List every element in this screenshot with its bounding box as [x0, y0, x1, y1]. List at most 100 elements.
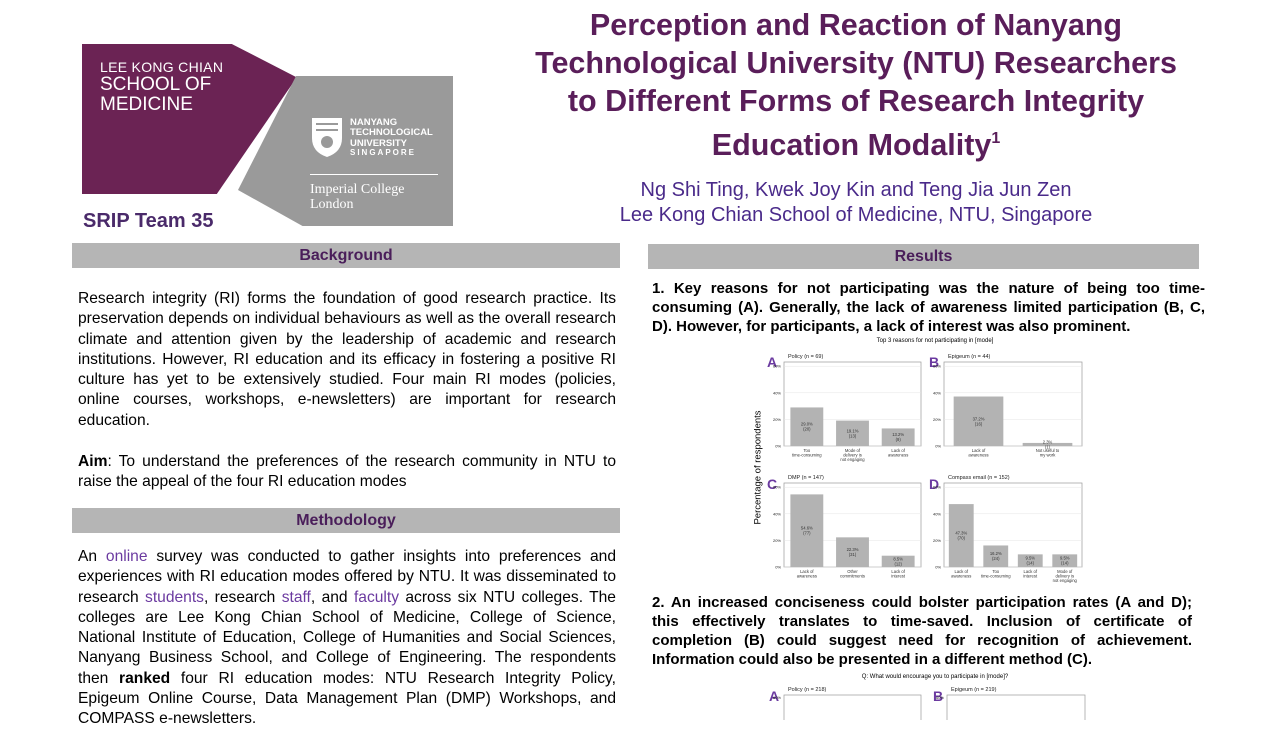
chart1-title: Top 3 reasons for not participating in [… [876, 338, 994, 344]
chart-x-tick: time-consuming [981, 574, 1011, 579]
chart-panel-title: Policy (n = 69) [788, 354, 823, 360]
chart-bar [881, 555, 915, 567]
chart-panel-title: Compass email (n = 152) [948, 475, 1010, 481]
chart-x-tick: delivery is [843, 453, 862, 458]
team-label: SRIP Team 35 [83, 210, 214, 232]
chart-panel-letter: A [767, 354, 777, 370]
meth-fragment: , research [203, 588, 282, 606]
title-line: to Different Forms of Research Integrity [567, 84, 1145, 118]
chart-y-tick: 0% [935, 565, 941, 570]
chart-y-tick: 60% [773, 485, 781, 490]
chart-y-tick: 40% [773, 390, 781, 395]
chart-x-tick: awareness [797, 574, 817, 579]
chart-data-label: 8.5% [893, 556, 903, 561]
logo-text-line: LEE KONG CHIAN [100, 59, 224, 75]
chart-x-tick: time-consuming [792, 453, 822, 458]
chart-bar [790, 494, 824, 567]
aim-body: : To understand the preferences of the r… [78, 453, 616, 491]
chart-data-label: (20) [803, 427, 811, 432]
chart-bar [948, 504, 974, 567]
chart-panel-letter: C [767, 476, 777, 492]
chart-y-tick: 20% [933, 417, 941, 422]
methodology-heading: Methodology [72, 508, 620, 533]
chart-data-label: 37.2% [973, 416, 985, 421]
chart-y-tick: 40% [933, 511, 941, 516]
meth-highlight-faculty: faculty [353, 588, 400, 606]
chart-x-tick: Mode of [1057, 569, 1073, 574]
chart-bar [790, 407, 824, 446]
chart-x-tick: delivery is [1055, 574, 1074, 579]
chart-panel-letter: D [929, 476, 939, 492]
results-heading: Results [648, 244, 1199, 269]
methodology-text: An online survey was conducted to gather… [78, 547, 616, 730]
chart-panel-letter: B [933, 688, 943, 704]
chart-data-label: (14) [1061, 561, 1069, 566]
chart-x-tick: Lack of [891, 448, 905, 453]
chart-data-label: 54.6% [801, 526, 813, 531]
background-text: Research integrity (RI) forms the founda… [78, 290, 616, 429]
chart-bar [1022, 442, 1073, 446]
chart-data-label: (14) [1027, 561, 1035, 566]
logo-text-line: UNIVERSITY [350, 137, 408, 149]
ntu-imperial-logo: NANYANG TECHNOLOGICAL UNIVERSITY SINGAPO… [238, 76, 453, 226]
meth-highlight-online: online [105, 548, 148, 565]
chart-data-label: (9) [896, 437, 902, 442]
chart-data-label: 9.5% [1025, 556, 1035, 561]
chart-panel-title: Epigeum (n = 219) [951, 687, 997, 693]
chart-x-tick: my work [1040, 453, 1056, 458]
chart-data-label: 47.3% [955, 531, 967, 536]
chart-y-tick: 0% [775, 444, 781, 449]
poster-title: Perception and Reaction of Nanyang Techn… [500, 6, 1212, 164]
chart-bar [836, 420, 869, 446]
meth-fragment: across six NTU colleges. The colleges ar… [78, 588, 616, 687]
logo-text-line: TECHNOLOGICAL [350, 127, 433, 139]
chart-data-label: 16.2% [990, 551, 1002, 556]
chart-x-tick: awareness [968, 453, 988, 458]
title-line: Perception and Reaction of Nanyang [589, 8, 1123, 42]
chart-y-tick: 20% [773, 417, 781, 422]
meth-highlight-students: students [145, 588, 204, 606]
meth-fragment: An [78, 548, 106, 565]
chart-y-tick: 0% [935, 444, 941, 449]
chart-x-tick: commitments [840, 574, 865, 579]
chart-y-tick: 40% [933, 390, 941, 395]
chart-x-tick: Mode of [845, 448, 861, 453]
chart-bar [983, 545, 1009, 567]
chart-bar [1017, 554, 1043, 567]
chart-x-tick: Lack of [800, 569, 814, 574]
title-line: Technological University (NTU) Researche… [535, 46, 1177, 80]
aim-text: Aim: To understand the preferences of th… [78, 452, 616, 493]
results-finding-1: 1. Key reasons for not participating was… [652, 280, 1205, 335]
title-line: Education Modality1 [500, 120, 1212, 164]
chart-x-tick: Too [992, 569, 999, 574]
chart-x-tick: Lack of [891, 569, 905, 574]
meth-highlight-ranked: ranked [119, 669, 171, 687]
chart-x-tick: Lack of [1023, 569, 1037, 574]
chart-data-label: (70) [958, 536, 966, 541]
chart-bar [836, 537, 869, 567]
title-superscript: 1 [991, 130, 1001, 147]
chart-x-tick: not engaging [840, 457, 865, 462]
chart-y-tick: 60% [933, 364, 941, 369]
chart-x-tick: Not useful to [1036, 448, 1060, 453]
chart-y-tick: 60% [933, 485, 941, 490]
chart-data-label: (13) [849, 433, 857, 438]
background-heading: Background [72, 243, 620, 268]
chart-y-tick: 20% [773, 538, 781, 543]
logo-text-line: SINGAPORE [350, 147, 417, 157]
chart-data-label: (24) [992, 556, 1000, 561]
logo-text-line: London [310, 197, 354, 213]
authors-block: Ng Shi Ting, Kwek Joy Kin and Teng Jia J… [560, 178, 1152, 228]
chart-y-tick: 60% [773, 695, 781, 700]
chart-bar [881, 428, 915, 446]
logo-text-line: MEDICINE [100, 93, 193, 115]
chart-data-label: 2.3% [1043, 439, 1053, 444]
title-line-text: Education Modality [711, 128, 992, 162]
chart-panel-letter: A [769, 688, 779, 704]
chart2-title: Q: What would encourage you to participa… [861, 674, 1009, 680]
chart-y-tick: 0% [775, 565, 781, 570]
chart-data-label: 29.0% [801, 422, 813, 427]
chart-x-tick: Lack of [954, 569, 968, 574]
meth-fragment: survey was conducted to gather insights … [78, 548, 617, 606]
chart-data-label: 19.1% [847, 428, 859, 433]
